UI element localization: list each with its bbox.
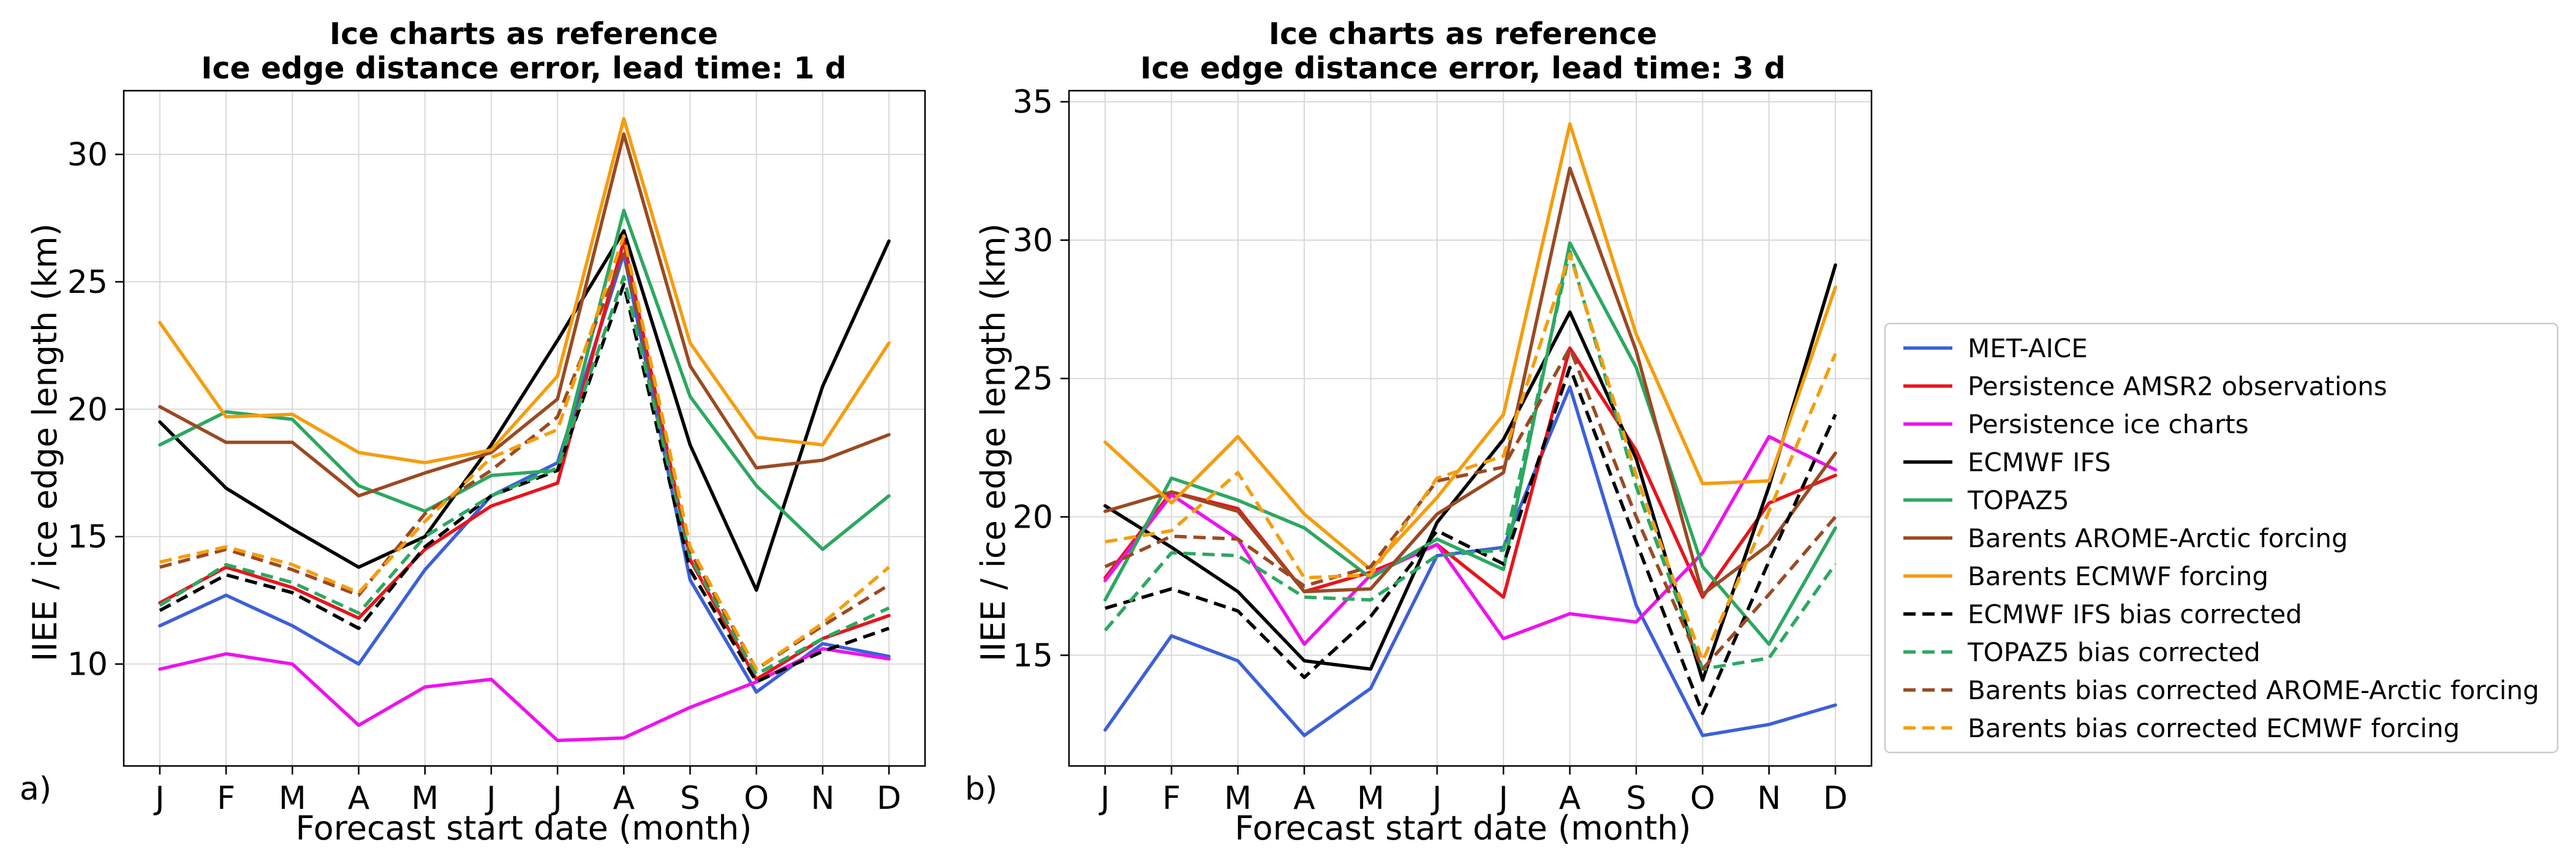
chart-b-xtick-label: J (1430, 780, 1441, 817)
chart-a-xtick-label: J (551, 780, 562, 817)
chart-a-series-3 (158, 229, 891, 592)
chart-a-title: Ice charts as reference (330, 17, 718, 51)
chart-a-xtick-label: N (810, 780, 834, 817)
chart-b-series-3 (1103, 263, 1837, 682)
chart-b-series-9 (1104, 346, 1837, 671)
chart-a-series-8 (159, 275, 890, 676)
chart-b-xtick-label: F (1162, 780, 1180, 817)
chart-b-xtick-label: M (1224, 780, 1252, 817)
chart-b-series-7 (1105, 365, 1837, 715)
chart-b-series-2 (1103, 434, 1837, 646)
chart-a-ylabel: IIEE / ice edge length (km) (26, 223, 64, 661)
chart-a-series-7 (159, 282, 890, 684)
legend-entry: Barents ECMWF forcing (1968, 561, 2268, 591)
chart-a-xtick-label: F (217, 780, 235, 817)
legend-entry: Barents AROME-Arctic forcing (1968, 523, 2348, 553)
legend-entry: MET-AICE (1968, 333, 2088, 363)
chart-b-xlabel: Forecast start date (month) (1235, 809, 1691, 847)
chart-b-ytick-label: 25 (1013, 361, 1053, 398)
chart-b-series-8 (1103, 249, 1837, 671)
legend-entry: TOPAZ5 bias corrected (1967, 637, 2261, 667)
chart-a-series-6 (158, 116, 891, 464)
chart-b-xtick-label: J (1098, 780, 1109, 817)
chart-a-series-0 (158, 252, 891, 694)
chart-a-ytick-label: 25 (67, 264, 108, 301)
chart-a-xtick-label: M (411, 780, 439, 817)
chart-a-xlabel: Forecast start date (month) (296, 809, 752, 847)
chart-b-series-6 (1103, 122, 1837, 572)
chart-a-series-1 (158, 239, 891, 681)
legend-entry: Persistence AMSR2 observations (1968, 371, 2387, 401)
chart-a-xtick-label: A (348, 780, 370, 817)
chart-b-xtick-label: A (1293, 780, 1315, 817)
chart-a-series-9 (159, 252, 890, 671)
chart-a-xtick-label: A (613, 780, 635, 817)
legend-entry: Barents bias corrected ECMWF forcing (1968, 713, 2460, 743)
chart-a-ytick-label: 30 (67, 137, 108, 173)
chart-a: Ice charts as reference Ice edge distanc… (20, 17, 926, 847)
chart-b-xtick-label: A (1559, 780, 1581, 817)
chart-a-frame (123, 89, 926, 767)
legend-entry: ECMWF IFS (1968, 447, 2111, 477)
chart-b: Ice charts as reference Ice edge distanc… (965, 17, 1873, 847)
chart-a-subtitle: Ice edge distance error, lead time: 1 d (201, 51, 846, 86)
chart-a-xtick-label: S (680, 780, 700, 817)
panel-label-a: a) (20, 771, 51, 808)
chart-b-xtick-label: M (1357, 780, 1384, 817)
chart-b-series-4 (1103, 241, 1837, 646)
chart-a-series-10 (159, 234, 890, 671)
chart-a-xtick-label: D (877, 780, 901, 817)
chart-a-xtick-label: J (153, 780, 164, 817)
chart-a-ytick-label: 15 (67, 519, 108, 556)
chart-a-xtick-label: O (744, 780, 769, 817)
legend-entry: Barents bias corrected AROME-Arctic forc… (1968, 675, 2539, 705)
chart-b-series-0 (1103, 385, 1837, 738)
legend: MET-AICE Persistence AMSR2 observations Pe… (1884, 322, 2559, 754)
chart-b-frame (1068, 89, 1873, 767)
chart-b-xtick-label: S (1626, 780, 1646, 817)
legend-entry: Persistence ice charts (1968, 409, 2249, 439)
chart-b-series-10 (1105, 252, 1837, 663)
chart-b-xtick-label: N (1757, 780, 1781, 817)
chart-a-ytick-label: 20 (67, 392, 108, 428)
chart-a-xtick-label: M (279, 780, 306, 817)
chart-a-ytick-label: 10 (67, 646, 108, 683)
chart-b-xtick-label: D (1823, 780, 1848, 817)
chart-a-series-4 (158, 208, 891, 551)
chart-b-ytick-label: 15 (1013, 637, 1053, 674)
chart-b-ytick-label: 30 (1013, 222, 1053, 259)
chart-b-ytick-label: 20 (1013, 499, 1053, 536)
chart-b-xtick-label: J (1497, 780, 1508, 817)
legend-entry: ECMWF IFS bias corrected (1968, 599, 2302, 629)
chart-a-xtick-label: J (485, 780, 496, 817)
chart-b-series-5 (1103, 166, 1837, 596)
chart-a-series-5 (158, 132, 891, 498)
chart-b-ylabel: IIEE / ice edge length (km) (974, 223, 1013, 661)
chart-b-xtick-label: O (1690, 780, 1715, 817)
legend-frame (1884, 322, 2559, 754)
chart-b-title: Ice charts as reference (1269, 17, 1657, 51)
chart-b-subtitle: Ice edge distance error, lead time: 3 d (1140, 51, 1785, 86)
chart-b-ytick-label: 35 (1013, 84, 1053, 121)
panel-label-b: b) (965, 771, 997, 808)
chart-b-series-1 (1103, 346, 1837, 599)
legend-entry: TOPAZ5 (1967, 485, 2069, 515)
